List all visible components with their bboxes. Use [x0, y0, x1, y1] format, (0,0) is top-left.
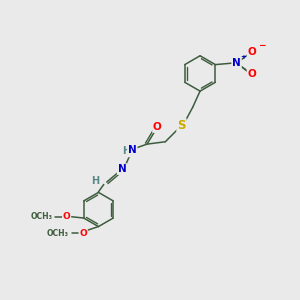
- Text: O: O: [248, 47, 256, 57]
- Text: −: −: [258, 41, 266, 50]
- Text: N: N: [118, 164, 126, 174]
- Text: OCH₃: OCH₃: [47, 229, 69, 238]
- Text: O: O: [79, 229, 87, 238]
- Text: S: S: [177, 119, 186, 132]
- Text: O: O: [153, 122, 162, 132]
- Text: N: N: [128, 145, 137, 155]
- Text: N: N: [232, 58, 241, 68]
- Text: O: O: [63, 212, 70, 221]
- Text: O: O: [248, 69, 256, 79]
- Text: H: H: [122, 146, 130, 157]
- Text: OCH₃: OCH₃: [31, 212, 52, 221]
- Text: H: H: [92, 176, 100, 186]
- Text: +: +: [240, 54, 246, 60]
